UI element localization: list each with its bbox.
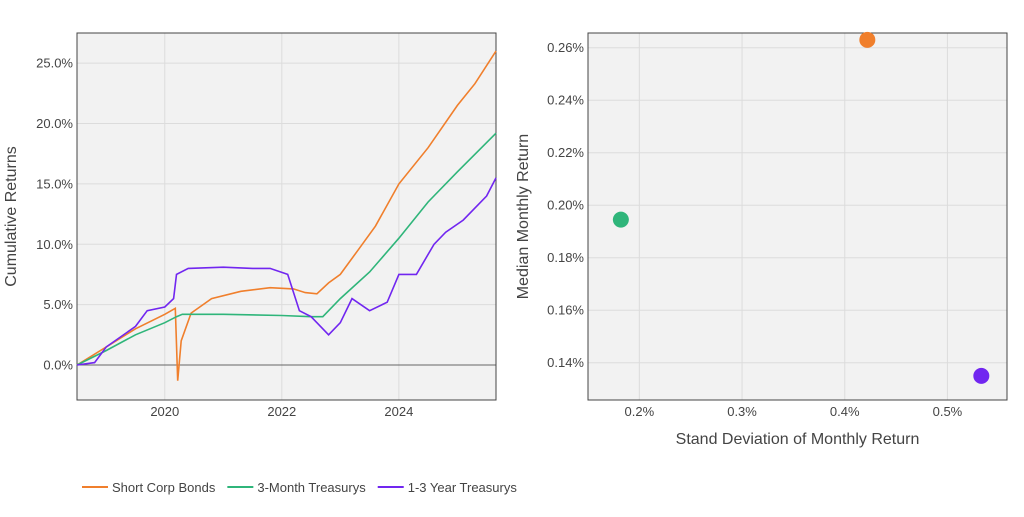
risk-return-y-tick-label: 0.26%: [547, 40, 584, 55]
returns-y-tick-label: 10.0%: [36, 237, 73, 252]
risk-return-x-tick-label: 0.5%: [933, 404, 963, 419]
risk-return-y-tick-label: 0.24%: [547, 93, 584, 108]
returns-y-tick-label: 0.0%: [43, 357, 73, 372]
series-line-3-month-treasurys: [76, 132, 497, 366]
returns-y-tick-label: 15.0%: [36, 176, 73, 191]
risk-return-y-tick-label: 0.22%: [547, 145, 584, 160]
legend-item[interactable]: 3-Month Treasurys: [227, 480, 366, 495]
returns-x-tick-label: 2022: [267, 404, 296, 419]
risk-return-y-tick-label: 0.16%: [547, 303, 584, 318]
returns-y-tick-label: 5.0%: [43, 297, 73, 312]
series-line-1-3-year-treasurys: [76, 177, 497, 366]
scatter-point-1-3-year-treasurys: [973, 367, 990, 384]
risk-return-plot-border: [587, 32, 1008, 401]
returns-plot-area: [77, 33, 496, 400]
risk-return-y-tick-label: 0.18%: [547, 250, 584, 265]
legend-label: 3-Month Treasurys: [257, 480, 366, 495]
returns-y-axis-title: Cumulative Returns: [3, 146, 20, 287]
scatter-point-3-month-treasurys: [612, 211, 629, 228]
returns-y-tick-label: 20.0%: [36, 116, 73, 131]
risk-return-x-tick-label: 0.4%: [830, 404, 860, 419]
risk-return-y-axis-title: Median Monthly Return: [515, 134, 532, 299]
risk-return-x-axis-title: Stand Deviation of Monthly Return: [676, 431, 920, 448]
legend-item[interactable]: 1-3 Year Treasurys: [377, 480, 518, 495]
legend-label: 1-3 Year Treasurys: [408, 480, 518, 495]
risk-return-x-tick-label: 0.3%: [727, 404, 757, 419]
risk-return-plot-area: [588, 33, 1007, 400]
returns-y-tick-label: 25.0%: [36, 56, 73, 71]
returns-x-tick-label: 2024: [384, 404, 413, 419]
risk-return-x-tick-label: 0.2%: [625, 404, 655, 419]
risk-return-y-tick-label: 0.14%: [547, 355, 584, 370]
legend-item[interactable]: Short Corp Bonds: [82, 480, 216, 495]
returns-x-tick-label: 2020: [150, 404, 179, 419]
scatter-point-short-corp-bonds: [859, 31, 876, 48]
legend-label: Short Corp Bonds: [112, 480, 216, 495]
returns-plot-border: [76, 32, 497, 401]
risk-return-y-tick-label: 0.20%: [547, 198, 584, 213]
series-line-short-corp-bonds: [76, 50, 497, 381]
